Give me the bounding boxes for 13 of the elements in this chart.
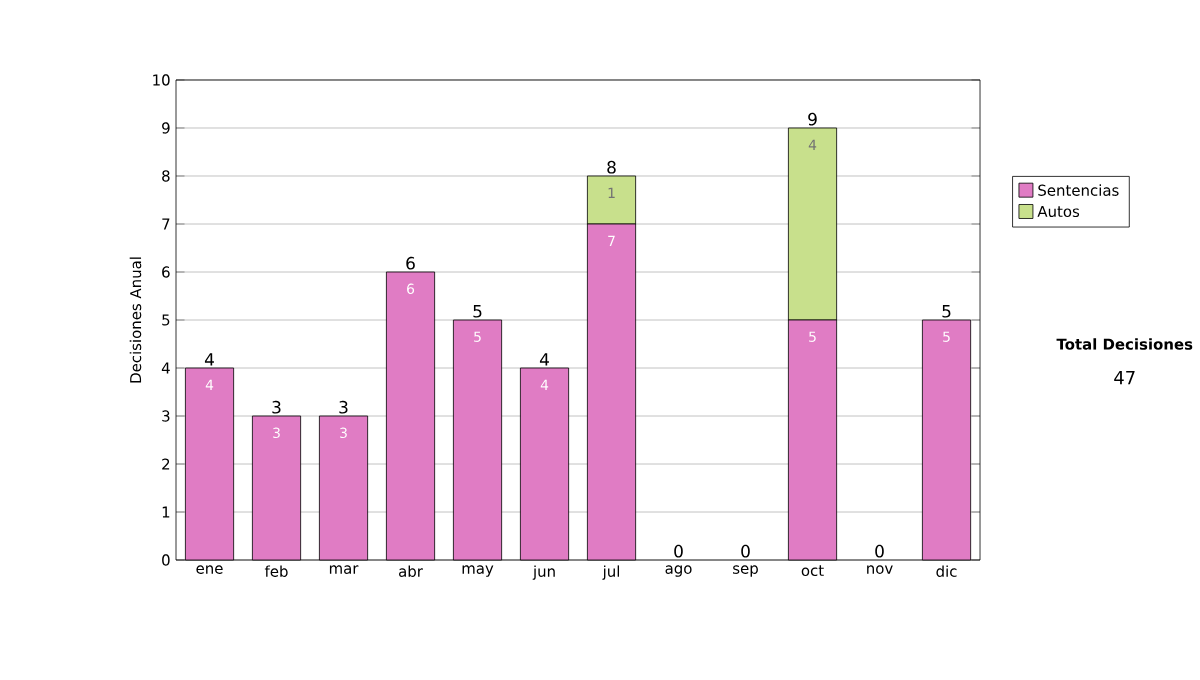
total-label: 6 [406, 256, 415, 270]
total-label: 3 [339, 400, 348, 414]
total-label: 9 [808, 112, 817, 126]
total-label: 5 [942, 305, 951, 318]
total-label: 5 [473, 305, 482, 318]
total-label: 3 [272, 400, 281, 414]
total-label: 0 [674, 544, 683, 558]
total-label: 8 [607, 160, 616, 174]
total-label: 4 [539, 353, 549, 366]
text: 47 [1114, 371, 1135, 385]
total-label: 0 [741, 544, 750, 558]
total-label: 0 [875, 544, 884, 558]
total-label: 4 [204, 353, 214, 366]
